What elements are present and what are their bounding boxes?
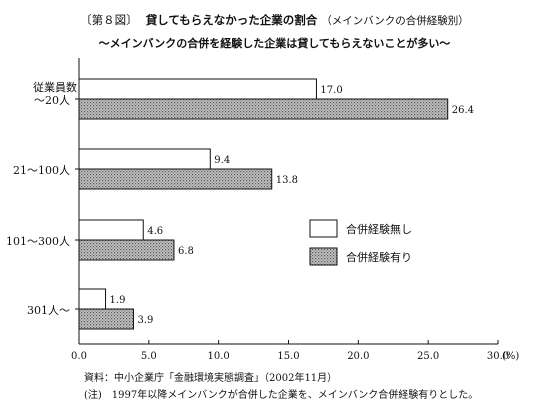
x-tick-label: 15.0 bbox=[277, 351, 299, 362]
chart-title-note: （メインバンクの合併経験別） bbox=[321, 15, 469, 27]
bar-no-merger bbox=[78, 219, 144, 241]
x-tick-label: 5.0 bbox=[141, 351, 157, 362]
x-tick-label: 0.0 bbox=[71, 351, 87, 362]
chart-subtitle: ～メインバンクの合併を経験した企業は貸してもらえないことが多い～ bbox=[98, 37, 451, 50]
x-tick-label: 20.0 bbox=[347, 351, 369, 362]
legend-label: 合併経験有り bbox=[346, 250, 412, 264]
bar-value-label: 26.4 bbox=[452, 105, 474, 116]
bar-value-label: 6.8 bbox=[178, 246, 194, 257]
bar-value-label: 13.8 bbox=[276, 175, 298, 186]
bar-value-label: 3.9 bbox=[137, 315, 153, 326]
bar-value-label: 17.0 bbox=[320, 85, 342, 96]
bar-no-merger bbox=[78, 288, 107, 310]
bar-no-merger bbox=[78, 78, 317, 100]
category-label: 101～300人 bbox=[6, 235, 70, 248]
x-axis-unit: (%) bbox=[502, 351, 519, 362]
x-tick-label: 30.0 bbox=[487, 351, 509, 362]
bar-no-merger bbox=[78, 148, 211, 170]
x-tick-label: 10.0 bbox=[208, 351, 230, 362]
bar-merger bbox=[78, 98, 449, 120]
bar-value-label: 9.4 bbox=[214, 155, 230, 166]
footnote: (注) 1997年以降メインバンクが合併した企業を、メインバンク合併経験有りとし… bbox=[84, 390, 479, 401]
bar-value-label: 4.6 bbox=[147, 226, 163, 237]
bar-merger bbox=[78, 308, 134, 330]
legend-label: 合併経験無し bbox=[346, 222, 412, 236]
legend-swatch-merger bbox=[309, 247, 338, 266]
chart-title: 貸してもらえなかった企業の割合 bbox=[145, 13, 318, 27]
source-note: 資料：中小企業庁「金融環境実態調査」（2002年11月） bbox=[84, 373, 338, 384]
figure-number: 〔第８図〕 bbox=[80, 13, 138, 27]
bar-merger bbox=[78, 168, 273, 190]
bar-merger bbox=[78, 239, 175, 261]
bar-value-label: 1.9 bbox=[110, 295, 126, 306]
y-axis-title: 従業員数 bbox=[33, 81, 77, 94]
legend-swatch-no-merger bbox=[309, 219, 338, 238]
notes: 資料：中小企業庁「金融環境実態調査」（2002年11月） (注) 1997年以降… bbox=[84, 370, 478, 404]
category-label: 301人～ bbox=[27, 304, 70, 317]
category-label: 21～100人 bbox=[13, 164, 70, 177]
x-tick-label: 25.0 bbox=[417, 351, 439, 362]
category-label: ～20人 bbox=[34, 94, 70, 107]
chart-title-line: 〔第８図〕 貸してもらえなかった企業の割合 （メインバンクの合併経験別） bbox=[0, 12, 549, 28]
